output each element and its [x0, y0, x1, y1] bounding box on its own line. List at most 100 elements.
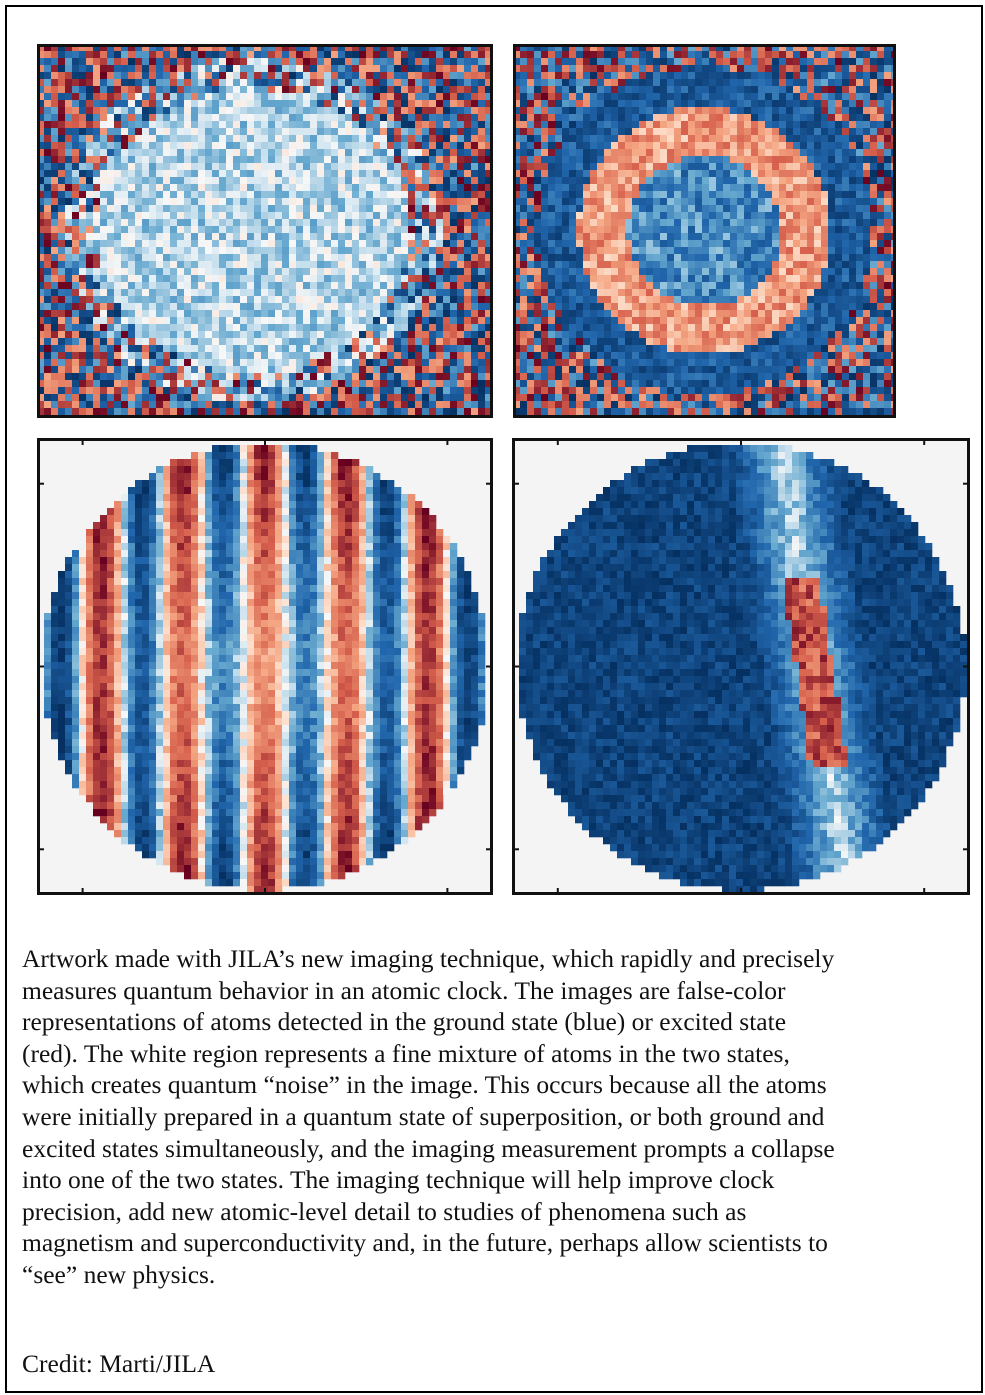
pixel	[576, 149, 583, 156]
pixel	[219, 177, 226, 184]
pixel	[639, 149, 646, 156]
pixel	[604, 128, 611, 135]
pixel	[639, 100, 646, 107]
pixel	[226, 296, 233, 303]
pixel	[135, 289, 142, 296]
pixel	[114, 282, 121, 289]
pixel	[667, 86, 674, 93]
pixel	[527, 205, 534, 212]
pixel	[338, 359, 345, 366]
pixel	[135, 58, 142, 65]
pixel	[443, 79, 450, 86]
pixel	[464, 86, 471, 93]
pixel	[296, 289, 303, 296]
pixel	[128, 233, 135, 240]
pixel	[436, 352, 443, 359]
pixel	[422, 79, 429, 86]
pixel	[156, 107, 163, 114]
pixel	[317, 380, 324, 387]
pixel	[730, 156, 737, 163]
pixel	[65, 387, 72, 394]
pixel	[303, 247, 310, 254]
pixel	[590, 142, 597, 149]
pixel	[604, 72, 611, 79]
pixel	[149, 289, 156, 296]
pixel	[268, 93, 275, 100]
pixel	[177, 100, 184, 107]
pixel	[373, 282, 380, 289]
pixel	[79, 79, 86, 86]
pixel	[289, 205, 296, 212]
pixel	[373, 107, 380, 114]
pixel	[275, 254, 282, 261]
pixel	[58, 135, 65, 142]
pixel	[219, 128, 226, 135]
pixel	[198, 247, 205, 254]
pixel	[205, 205, 212, 212]
pixel	[772, 51, 779, 58]
pixel	[93, 254, 100, 261]
pixel	[520, 135, 527, 142]
pixel	[128, 387, 135, 394]
pixel	[310, 401, 317, 408]
pixel	[338, 198, 345, 205]
pixel	[303, 254, 310, 261]
pixel	[275, 51, 282, 58]
pixel	[366, 282, 373, 289]
pixel	[121, 184, 128, 191]
pixel	[142, 289, 149, 296]
pixel	[744, 114, 751, 121]
pixel	[555, 121, 562, 128]
pixel	[443, 401, 450, 408]
pixel	[345, 387, 352, 394]
pixel	[590, 128, 597, 135]
pixel	[149, 191, 156, 198]
pixel	[100, 135, 107, 142]
pixel	[177, 240, 184, 247]
pixel	[72, 128, 79, 135]
pixel	[107, 177, 114, 184]
pixel	[352, 352, 359, 359]
pixel	[170, 373, 177, 380]
pixel	[863, 177, 870, 184]
pixel	[765, 86, 772, 93]
pixel	[548, 191, 555, 198]
pixel	[128, 58, 135, 65]
pixel	[632, 205, 639, 212]
pixel	[877, 100, 884, 107]
pixel	[296, 240, 303, 247]
pixel	[401, 247, 408, 254]
pixel	[86, 373, 93, 380]
pixel	[422, 107, 429, 114]
pixel	[632, 79, 639, 86]
pixel	[310, 163, 317, 170]
pixel	[86, 205, 93, 212]
pixel	[44, 177, 51, 184]
pixel	[604, 86, 611, 93]
pixel	[65, 58, 72, 65]
pixel	[289, 149, 296, 156]
pixel	[751, 135, 758, 142]
pixel	[569, 212, 576, 219]
pixel	[779, 79, 786, 86]
pixel	[191, 254, 198, 261]
pixel	[800, 107, 807, 114]
pixel	[261, 233, 268, 240]
pixel	[450, 184, 457, 191]
pixel	[317, 128, 324, 135]
pixel	[751, 128, 758, 135]
pixel	[828, 58, 835, 65]
pixel	[72, 233, 79, 240]
pixel	[100, 128, 107, 135]
pixel	[380, 296, 387, 303]
pixel	[317, 58, 324, 65]
pixel	[569, 51, 576, 58]
pixel	[219, 317, 226, 324]
pixel	[170, 275, 177, 282]
pixel	[338, 107, 345, 114]
pixel	[436, 79, 443, 86]
pixel	[205, 51, 212, 58]
pixel	[667, 142, 674, 149]
pixel	[303, 121, 310, 128]
pixel	[646, 51, 653, 58]
